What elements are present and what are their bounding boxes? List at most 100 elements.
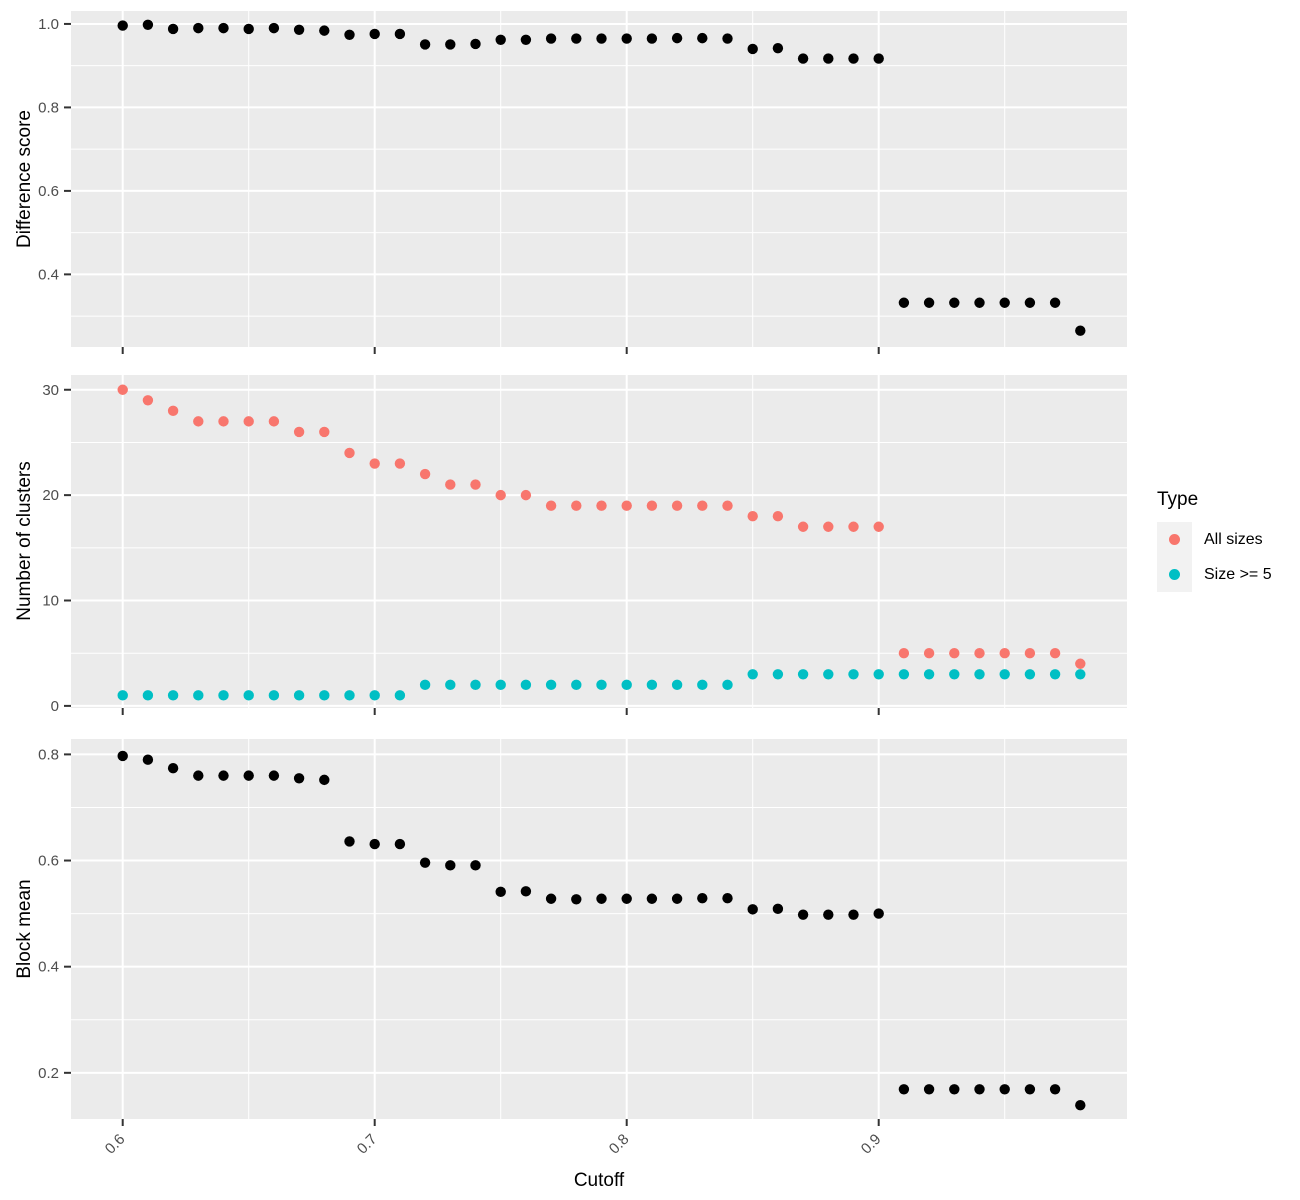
data-point-difference-score xyxy=(369,28,380,40)
data-point-difference-score xyxy=(797,53,809,64)
data-point-block-mean xyxy=(142,754,154,765)
data-point-size-5 xyxy=(268,690,280,701)
legend-item-all-sizes: All sizes xyxy=(1157,522,1272,557)
data-point-all-sizes xyxy=(873,521,884,532)
data-point-size-5 xyxy=(1024,669,1036,680)
data-point-block-mean xyxy=(117,750,128,762)
data-point-block-mean xyxy=(167,762,179,774)
data-point-block-mean xyxy=(621,893,632,904)
legend-key-box xyxy=(1157,522,1192,557)
data-point-block-mean xyxy=(319,774,330,786)
data-point-block-mean xyxy=(999,1084,1010,1095)
panel-0-background xyxy=(71,11,1127,347)
data-point-block-mean xyxy=(520,886,532,897)
legend-label-all-sizes: All sizes xyxy=(1204,530,1263,548)
data-point-difference-score xyxy=(923,297,935,308)
legend-title: Type xyxy=(1157,489,1199,510)
data-point-difference-score xyxy=(1049,297,1061,308)
data-point-block-mean xyxy=(344,836,355,847)
y-tick-label: 0.4 xyxy=(38,959,59,976)
y-tick-label: 30 xyxy=(42,382,59,399)
data-point-block-mean xyxy=(571,894,582,905)
data-point-size-5 xyxy=(344,690,355,701)
data-point-difference-score xyxy=(974,297,985,308)
data-point-block-mean xyxy=(1049,1084,1061,1095)
data-point-block-mean xyxy=(823,909,834,920)
data-point-all-sizes xyxy=(218,416,229,427)
data-point-difference-score xyxy=(999,297,1010,308)
data-point-size-5 xyxy=(671,679,683,691)
data-point-size-5 xyxy=(293,690,305,701)
y-tick-label: 0.8 xyxy=(38,746,59,763)
data-point-all-sizes xyxy=(243,416,254,427)
data-point-size-5 xyxy=(520,679,532,691)
data-point-difference-score xyxy=(596,33,607,44)
data-point-size-5 xyxy=(495,679,506,691)
data-point-all-sizes xyxy=(419,468,431,480)
data-point-block-mean xyxy=(243,770,254,781)
data-point-size-5 xyxy=(243,690,254,701)
y-axis-title-number-of-clusters: Number of clusters xyxy=(14,461,35,621)
data-point-difference-score xyxy=(419,39,431,50)
data-point-all-sizes xyxy=(495,489,506,501)
y-axis-title-difference-score: Difference score xyxy=(14,110,35,248)
data-point-all-sizes xyxy=(344,447,355,459)
data-point-block-mean xyxy=(596,893,607,904)
data-point-all-sizes xyxy=(747,511,758,522)
data-point-all-sizes xyxy=(1075,658,1086,669)
data-point-difference-score xyxy=(571,33,582,44)
data-point-size-5 xyxy=(218,690,229,701)
data-point-difference-score xyxy=(697,32,708,44)
data-point-all-sizes xyxy=(898,648,910,659)
data-point-difference-score xyxy=(344,29,355,40)
data-point-block-mean xyxy=(369,838,380,850)
data-point-difference-score xyxy=(268,22,280,34)
data-point-all-sizes xyxy=(797,521,809,532)
data-point-difference-score xyxy=(646,33,658,44)
data-point-difference-score xyxy=(1024,297,1036,308)
data-point-size-5 xyxy=(193,690,204,701)
data-point-difference-score xyxy=(319,25,330,36)
data-point-difference-score xyxy=(949,297,960,308)
y-tick-label: 1.0 xyxy=(38,16,59,33)
data-point-all-sizes xyxy=(1049,648,1061,659)
data-point-block-mean xyxy=(419,857,431,868)
data-point-block-mean xyxy=(797,909,809,920)
data-point-difference-score xyxy=(823,53,834,64)
data-point-block-mean xyxy=(545,893,557,904)
data-point-size-5 xyxy=(898,669,910,680)
data-point-difference-score xyxy=(495,34,506,45)
data-point-difference-score xyxy=(848,53,859,64)
data-point-size-5 xyxy=(621,679,632,691)
legend-key-box xyxy=(1157,557,1192,592)
data-point-size-5 xyxy=(949,669,960,680)
data-point-all-sizes xyxy=(520,489,532,501)
legend-item-size-ge-5: Size >= 5 xyxy=(1157,557,1272,592)
data-point-size-5 xyxy=(319,690,330,701)
data-point-block-mean xyxy=(722,893,733,904)
data-point-size-5 xyxy=(873,669,884,680)
data-point-size-5 xyxy=(596,679,607,691)
data-point-size-5 xyxy=(974,669,985,680)
data-point-size-5 xyxy=(823,669,834,680)
data-point-size-5 xyxy=(697,679,708,691)
data-point-all-sizes xyxy=(117,384,128,395)
data-point-block-mean xyxy=(898,1084,910,1095)
y-tick-label: 0.6 xyxy=(38,183,59,200)
data-point-all-sizes xyxy=(445,479,456,490)
data-point-difference-score xyxy=(722,33,733,44)
y-tick-label: 10 xyxy=(42,593,59,610)
data-point-difference-score xyxy=(621,33,632,44)
data-point-size-5 xyxy=(999,669,1010,680)
y-tick-label: 20 xyxy=(42,487,59,504)
x-axis-title-cutoff: Cutoff xyxy=(573,1170,625,1191)
x-tick-label: 0.6 xyxy=(102,1131,129,1158)
data-point-all-sizes xyxy=(193,416,204,427)
data-point-difference-score xyxy=(1075,325,1086,336)
data-point-block-mean xyxy=(772,903,784,915)
data-point-size-5 xyxy=(1049,669,1061,680)
panel-2-background xyxy=(71,739,1127,1119)
x-tick-label: 0.8 xyxy=(606,1131,633,1158)
